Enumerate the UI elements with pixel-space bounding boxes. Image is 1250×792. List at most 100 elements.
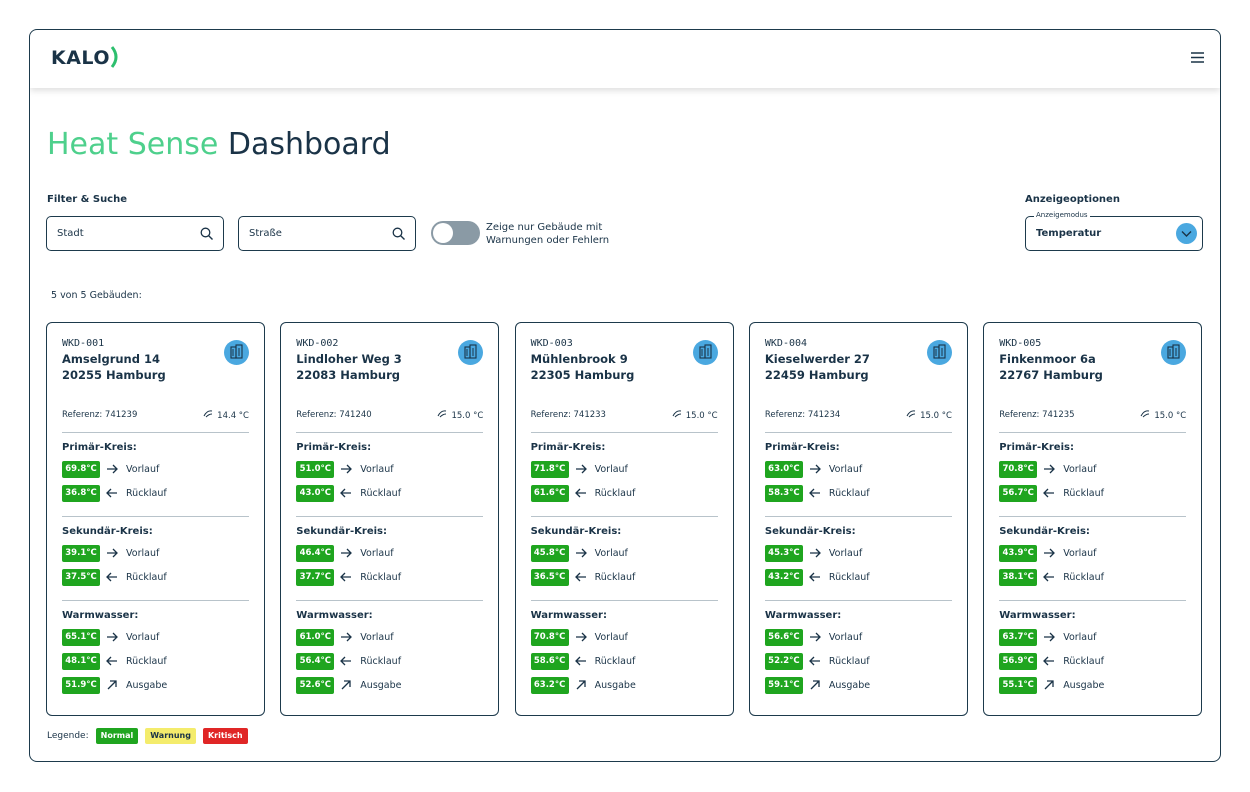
flow-arrow bbox=[1043, 572, 1055, 582]
flow-arrow bbox=[107, 632, 118, 642]
toggle-label: Zeige nur Gebäude mit Warnungen oder Feh… bbox=[486, 222, 610, 246]
weather-icon bbox=[672, 410, 681, 418]
circuit-section: Primär-Kreis: 71.8°C Vorlauf 61.6°C Rücklauf bbox=[530, 432, 718, 505]
building-id: WKD-005 bbox=[999, 338, 1042, 349]
reading-row: 55.1°C Ausgabe bbox=[999, 673, 1186, 697]
reference-row: Referenz: 741233 15.0 °C bbox=[531, 406, 718, 424]
warning-toggle[interactable] bbox=[431, 221, 480, 245]
page-title: Heat Sense Dashboard bbox=[47, 127, 391, 162]
flow-arrow bbox=[1044, 464, 1056, 474]
reading-label: Ausgabe bbox=[828, 679, 871, 691]
reading-row: 43.2°C Rücklauf bbox=[764, 565, 952, 589]
building-card[interactable]: WKD-002 Lindloher Weg 3 22083 Hamburg Refer… bbox=[280, 322, 500, 716]
flow-arrow bbox=[106, 656, 117, 666]
circuit-title: Primär-Kreis: bbox=[530, 442, 606, 453]
reading-row: 37.5°C Rücklauf bbox=[62, 565, 249, 589]
logo-mark bbox=[110, 46, 118, 68]
temp-badge: 43.9°C bbox=[999, 544, 1038, 562]
reading-label: Rücklauf bbox=[828, 655, 870, 667]
city: 22305 Hamburg bbox=[530, 368, 635, 382]
mode-select[interactable]: Anzeigemodus Temperatur bbox=[1025, 211, 1203, 251]
flow-arrow bbox=[107, 680, 117, 690]
flow-arrow bbox=[808, 656, 820, 666]
circuit-section: Warmwasser: 56.6°C Vorlauf 52.2°C Rücklauf 59… bbox=[764, 600, 952, 697]
reading-label: Rücklauf bbox=[1063, 655, 1104, 667]
flow-arrow bbox=[809, 548, 821, 558]
icon-glyph bbox=[933, 344, 946, 359]
circuit-title: Warmwasser: bbox=[62, 610, 139, 621]
circuit-title: Primär-Kreis: bbox=[296, 442, 372, 453]
reading-label: Vorlauf bbox=[594, 631, 628, 643]
outdoor-temp: 15.0 °C bbox=[1140, 409, 1186, 421]
building-card[interactable]: WKD-005 Finkenmoor 6a 22767 Hamburg Referen… bbox=[983, 322, 1203, 716]
temp-badge: 37.5°C bbox=[62, 568, 100, 586]
circuit-section: Warmwasser: 70.8°C Vorlauf 58.6°C Rücklauf 63… bbox=[530, 600, 718, 697]
placeholder: Straße bbox=[249, 228, 282, 239]
building-id: WKD-002 bbox=[296, 338, 339, 349]
reading-label: Vorlauf bbox=[360, 547, 394, 559]
legend-label: Legende: bbox=[47, 731, 89, 741]
circuit-title: Sekundär-Kreis: bbox=[764, 526, 856, 537]
reading-row: 43.9°C Vorlauf bbox=[999, 541, 1186, 565]
menu-button[interactable] bbox=[1191, 52, 1204, 63]
circuit-section: Warmwasser: 65.1°C Vorlauf 48.1°C Rücklauf 51… bbox=[62, 600, 249, 697]
reading-label: Rücklauf bbox=[126, 655, 167, 667]
reading-label: Rücklauf bbox=[594, 655, 636, 667]
temp-badge: 36.5°C bbox=[530, 568, 569, 586]
reading-row: 71.8°C Vorlauf bbox=[530, 457, 718, 481]
flow-arrow bbox=[341, 464, 353, 474]
building-card[interactable]: WKD-004 Kieselwerder 27 22459 Hamburg Refer… bbox=[748, 322, 968, 716]
city: 22083 Hamburg bbox=[296, 368, 400, 382]
city-input[interactable]: Stadt bbox=[46, 216, 224, 251]
reading-row: 69.8°C Vorlauf bbox=[62, 457, 249, 481]
outdoor-value: 14.4 °C bbox=[217, 411, 249, 421]
reading-row: 36.5°C Rücklauf bbox=[530, 565, 718, 589]
icon-glyph bbox=[1167, 344, 1180, 359]
temp-badge: 61.6°C bbox=[530, 484, 569, 502]
reading-row: 37.7°C Rücklauf bbox=[296, 565, 483, 589]
chevron bbox=[1181, 231, 1192, 237]
logo-text: KALO bbox=[51, 47, 111, 69]
reading-row: 56.6°C Vorlauf bbox=[764, 625, 952, 649]
weather-icon bbox=[906, 410, 916, 418]
reading-label: Rücklauf bbox=[594, 571, 636, 583]
circuit-title: Primär-Kreis: bbox=[764, 442, 840, 453]
reading-row: 46.4°C Vorlauf bbox=[296, 541, 483, 565]
reading-label: Ausgabe bbox=[594, 679, 636, 691]
flow-arrow bbox=[107, 548, 118, 558]
temp-badge: 58.6°C bbox=[530, 652, 569, 670]
circuit-section: Primär-Kreis: 70.8°C Vorlauf 56.7°C Rücklauf bbox=[999, 432, 1187, 505]
circuit-section: Primär-Kreis: 51.0°C Vorlauf 43.0°C Rücklauf bbox=[296, 432, 484, 505]
circuit-section: Sekundär-Kreis: 39.1°C Vorlauf 37.5°C Rückla… bbox=[62, 516, 249, 589]
building-id: WKD-003 bbox=[530, 338, 573, 349]
reading-label: Vorlauf bbox=[1063, 547, 1097, 559]
building-card[interactable]: WKD-001 Amselgrund 14 20255 Hamburg Referen… bbox=[46, 322, 265, 716]
temp-badge: 51.0°C bbox=[296, 460, 335, 478]
app-frame: KALO bbox=[29, 29, 1221, 762]
city: 22767 Hamburg bbox=[999, 368, 1103, 382]
reading-row: 65.1°C Vorlauf bbox=[62, 625, 249, 649]
temp-badge: 46.4°C bbox=[296, 544, 335, 562]
outdoor-temp: 15.0 °C bbox=[672, 409, 718, 421]
temp-badge: 63.0°C bbox=[764, 460, 803, 478]
flow-arrow bbox=[1044, 548, 1056, 558]
reading-row: 51.9°C Ausgabe bbox=[62, 673, 249, 697]
reading-row: 56.9°C Rücklauf bbox=[999, 649, 1186, 673]
header: KALO bbox=[30, 30, 1220, 88]
reading-label: Rücklauf bbox=[828, 571, 870, 583]
building-card[interactable]: WKD-003 Mühlenbrook 9 22305 Hamburg Referen… bbox=[514, 322, 734, 716]
flow-arrow bbox=[107, 464, 118, 474]
building-id: WKD-001 bbox=[62, 338, 105, 349]
outdoor-value: 15.0 °C bbox=[920, 411, 952, 421]
outdoor-value: 15.0 °C bbox=[451, 411, 484, 421]
reference-row: Referenz: 741240 15.0 °C bbox=[296, 406, 483, 424]
filter-label: Filter & Suche bbox=[47, 194, 128, 205]
reading-row: 51.0°C Vorlauf bbox=[296, 457, 483, 481]
logo[interactable]: KALO bbox=[51, 46, 120, 69]
weather-icon bbox=[203, 410, 213, 418]
circuit-title: Primär-Kreis: bbox=[62, 442, 137, 453]
temp-badge: 37.7°C bbox=[296, 568, 335, 586]
street-input[interactable]: Straße bbox=[238, 216, 416, 251]
temp-badge: 65.1°C bbox=[62, 628, 100, 646]
